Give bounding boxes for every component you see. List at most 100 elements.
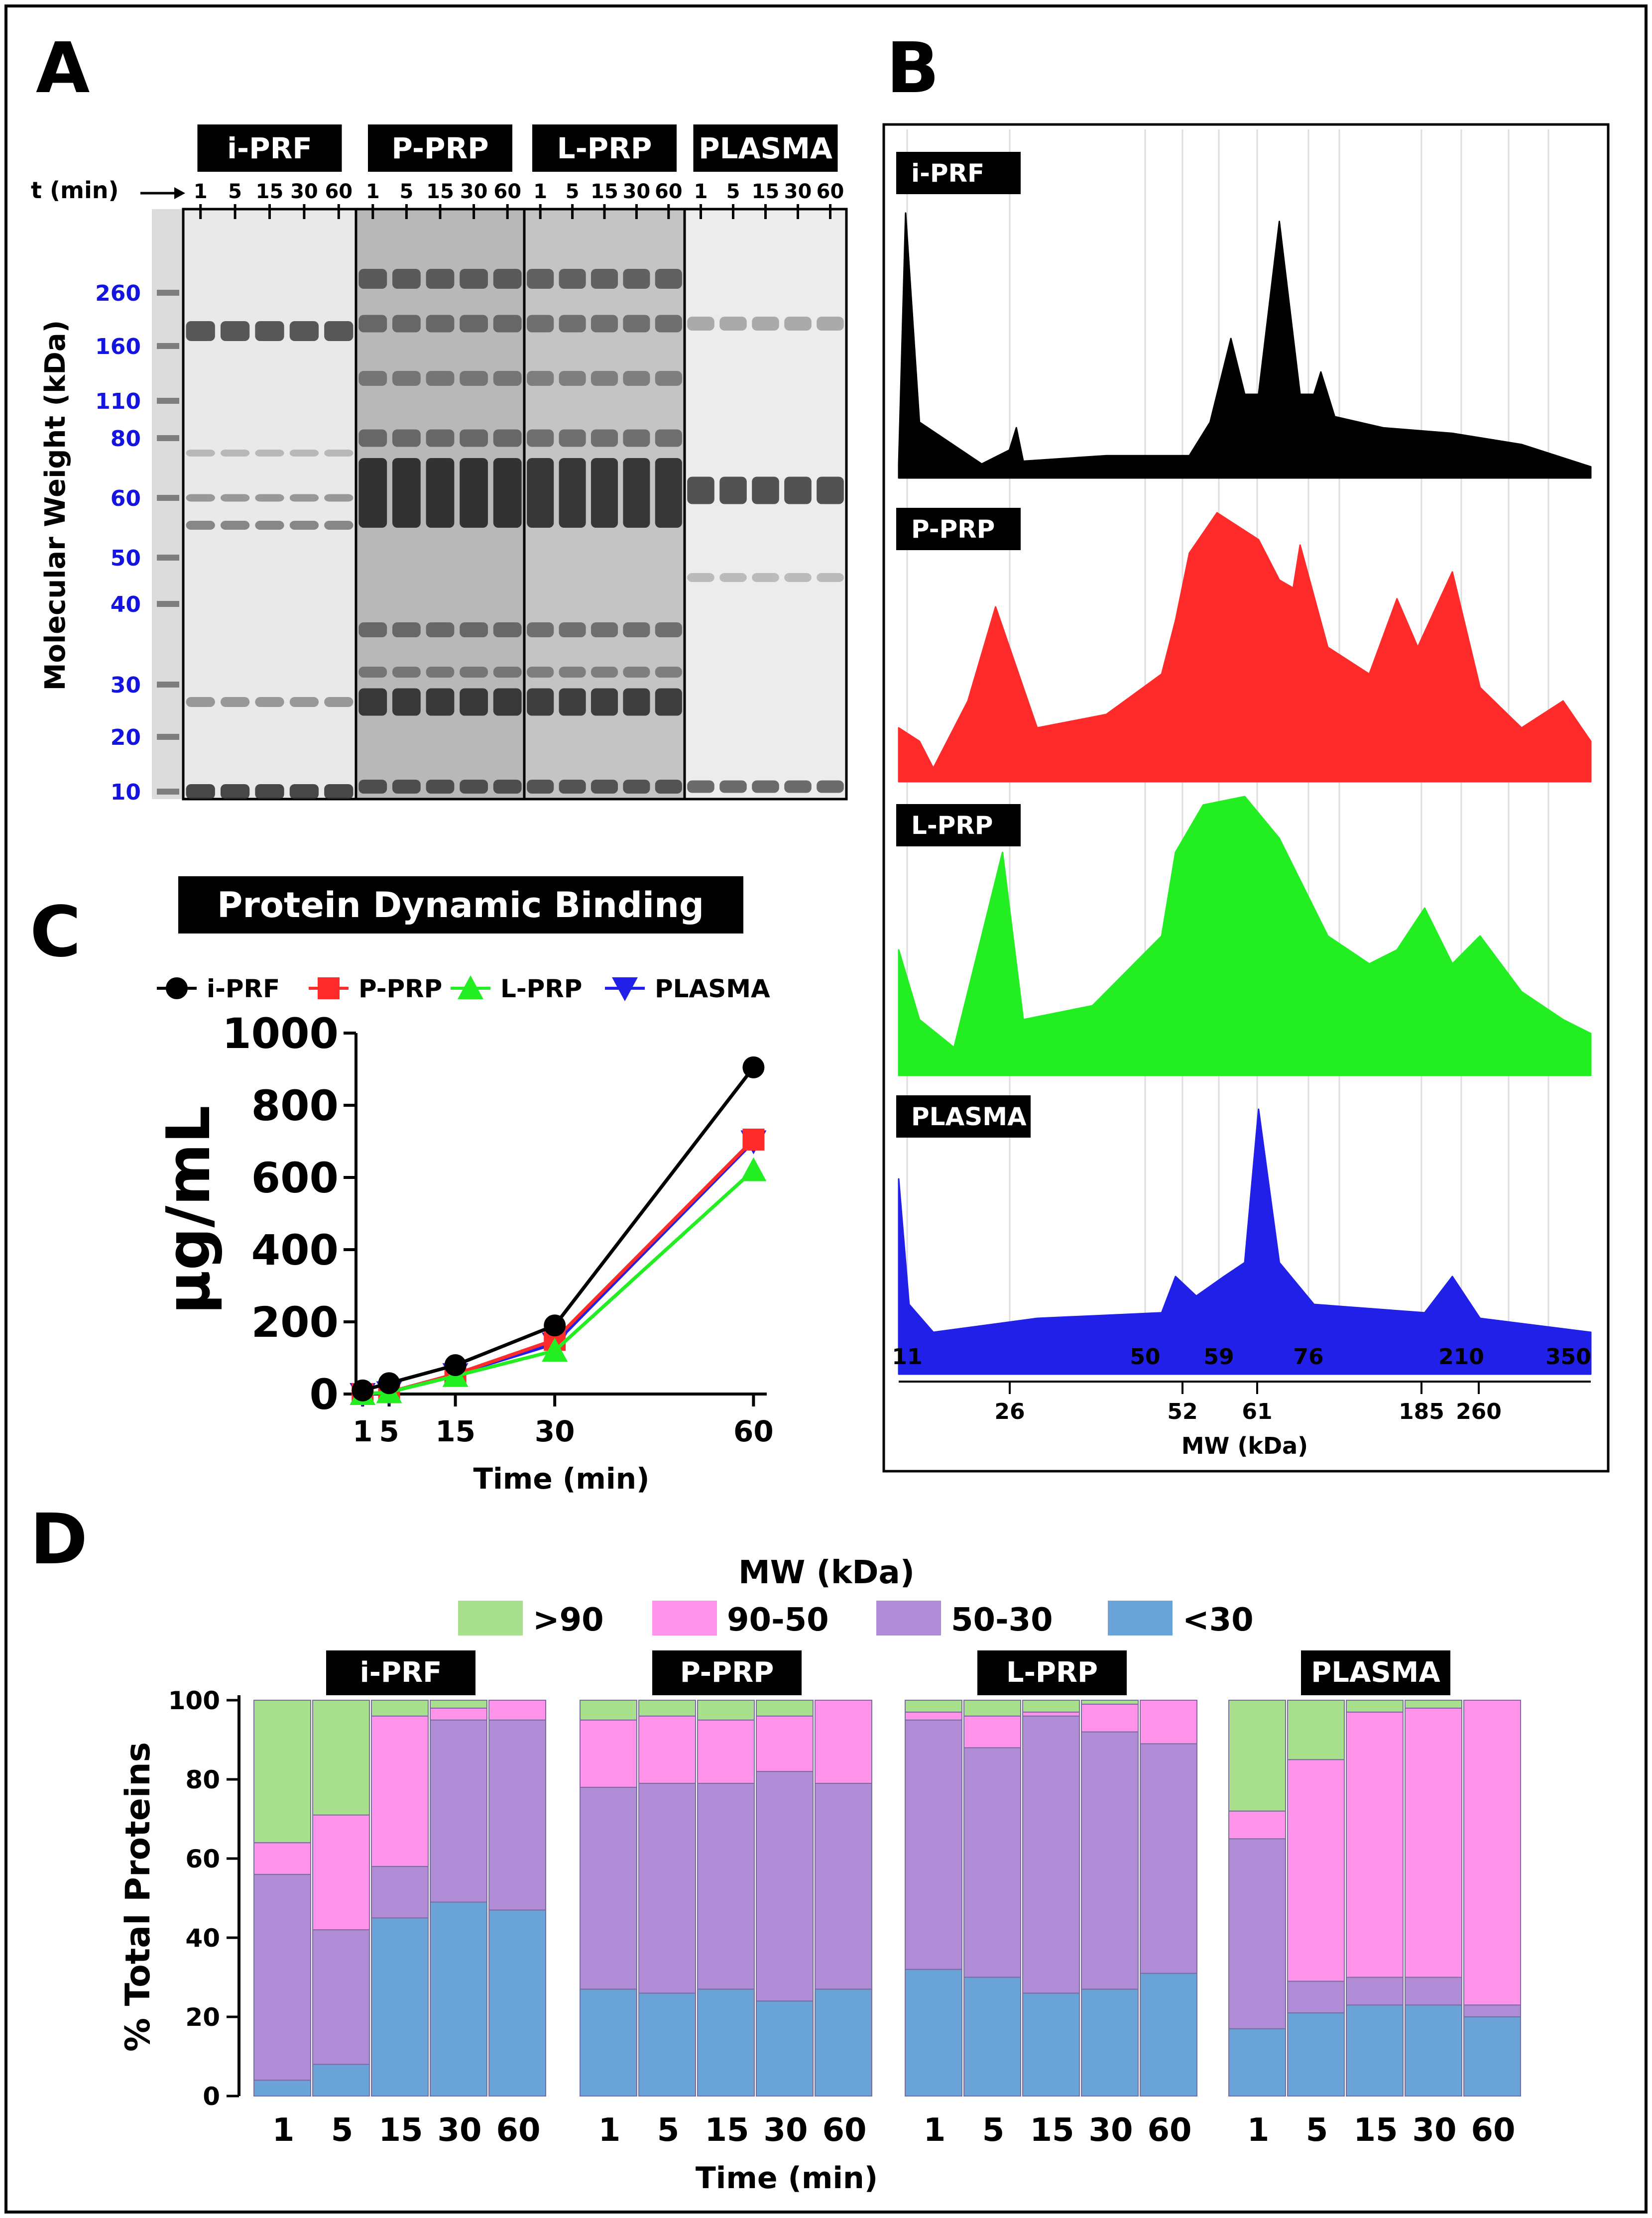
gel-band <box>493 622 522 637</box>
bar-chart-segment <box>815 1988 872 2097</box>
gel-band <box>527 780 554 794</box>
gel-lane-time-label: 30 <box>460 180 488 203</box>
gel-mw-marker: 160 <box>95 334 141 359</box>
bar-chart-segment <box>430 1700 487 1709</box>
gel-ladder-band <box>157 290 179 296</box>
gel-band <box>623 780 650 794</box>
bar-chart-group-header: L-PRP <box>1006 1656 1098 1689</box>
gel-band <box>392 371 421 386</box>
gel-band <box>392 269 421 289</box>
densitometry-profile-label: P-PRP <box>911 515 995 544</box>
densitometry-profile-label-box <box>896 152 1021 194</box>
gel-band <box>324 697 354 707</box>
bar-chart-group-header: PLASMA <box>1311 1656 1440 1689</box>
bar-chart-xtick: 1 <box>924 2112 946 2149</box>
gel-band <box>817 573 844 582</box>
gel-band <box>460 429 488 447</box>
gel-band <box>559 667 586 678</box>
bar-chart-segment <box>371 1866 429 1919</box>
bar-chart-ylabel: % Total Proteins <box>118 1742 158 2052</box>
bar-chart-segment <box>1463 2016 1521 2097</box>
bar-chart-xtick: 30 <box>763 2112 808 2149</box>
gel-band <box>392 622 421 637</box>
gel-band <box>255 521 284 530</box>
bar-chart-segment <box>312 2064 370 2097</box>
gel-band <box>460 688 488 716</box>
gel-band <box>590 667 618 678</box>
line-chart-xtick: 30 <box>535 1414 575 1448</box>
gel-band <box>426 688 455 716</box>
bar-chart-segment <box>815 1782 872 1990</box>
gel-band <box>426 458 455 528</box>
bar-chart-xtick: 5 <box>657 2112 680 2149</box>
line-chart-point <box>378 1372 400 1395</box>
line-chart-point <box>742 1128 765 1151</box>
gel-band <box>559 429 586 447</box>
bar-chart-legend-swatch <box>1108 1601 1173 1635</box>
gel-band <box>358 780 387 794</box>
bar-chart-segment <box>580 1719 637 1788</box>
bar-chart-segment <box>1081 1700 1139 1705</box>
gel-band <box>655 667 682 678</box>
bar-chart-segment <box>1346 1700 1404 1713</box>
gel-band <box>324 321 354 341</box>
gel-band <box>426 780 455 794</box>
gel-mw-marker: 20 <box>111 725 141 750</box>
gel-lane-time-label: 5 <box>726 180 740 203</box>
densitometry-profile-label: L-PRP <box>911 811 993 840</box>
bar-chart-segment <box>1405 1707 1462 1978</box>
gel-band <box>527 315 554 333</box>
gel-band <box>719 780 747 793</box>
gel-band <box>289 321 319 341</box>
gel-band <box>719 317 747 331</box>
line-chart-legend-label: L-PRP <box>500 974 582 1003</box>
bar-chart-segment <box>253 1700 311 1844</box>
gel-band <box>493 780 522 794</box>
bar-chart-segment <box>1081 1703 1139 1733</box>
bar-chart-segment <box>1405 1977 1462 2006</box>
gel-band <box>752 317 779 331</box>
bar-chart-ytick: 100 <box>168 1686 220 1715</box>
gel-band <box>426 429 455 447</box>
gel-band <box>255 697 284 707</box>
gel-ylabel: Molecular Weight (kDa) <box>39 320 72 691</box>
line-chart-point <box>742 1056 765 1078</box>
bar-chart-group-header-box <box>1301 1650 1450 1695</box>
gel-band <box>289 450 319 457</box>
gel-ladder-band <box>157 495 179 501</box>
bar-chart-ytick: 60 <box>185 1845 220 1873</box>
line-chart-legend-label: P-PRP <box>358 974 442 1003</box>
gel-band <box>220 521 250 530</box>
gel-ladder-band <box>157 682 179 688</box>
bar-chart-segment <box>1228 1810 1286 1840</box>
densitometry-xlabel: MW (kDa) <box>1181 1432 1308 1459</box>
bar-chart-segment <box>488 1719 546 1911</box>
bar-chart-segment <box>1140 1700 1197 1745</box>
densitometry-profile-0 <box>898 212 1592 479</box>
gel-band <box>655 458 682 528</box>
gel-band <box>324 784 354 799</box>
bar-chart-segment <box>1081 1988 1139 2097</box>
line-chart-point <box>318 977 340 999</box>
gel-band <box>255 450 284 457</box>
gel-band <box>655 780 682 794</box>
gel-band <box>527 667 554 678</box>
bar-chart-xtick: 60 <box>1471 2112 1515 2149</box>
gel-band <box>719 476 747 504</box>
gel-mw-marker: 50 <box>111 546 141 571</box>
gel-band <box>559 371 586 386</box>
bar-chart-xtick: 15 <box>378 2112 423 2149</box>
line-chart-ytick: 1000 <box>222 1009 339 1058</box>
densitometry-top-tick: 76 <box>1293 1344 1323 1370</box>
gel-band <box>719 573 747 582</box>
gel-band <box>426 622 455 637</box>
gel-band <box>324 494 354 502</box>
gel-lane-time-label: 5 <box>566 180 580 203</box>
gel-mw-marker: 80 <box>111 426 141 452</box>
gel-band <box>655 315 682 333</box>
densitometry-top-tick: 59 <box>1203 1344 1234 1370</box>
gel-band <box>358 458 387 528</box>
line-chart-point <box>166 977 188 999</box>
bar-chart-xtick: 5 <box>1306 2112 1328 2149</box>
bar-chart-segment <box>1463 1700 1521 2006</box>
